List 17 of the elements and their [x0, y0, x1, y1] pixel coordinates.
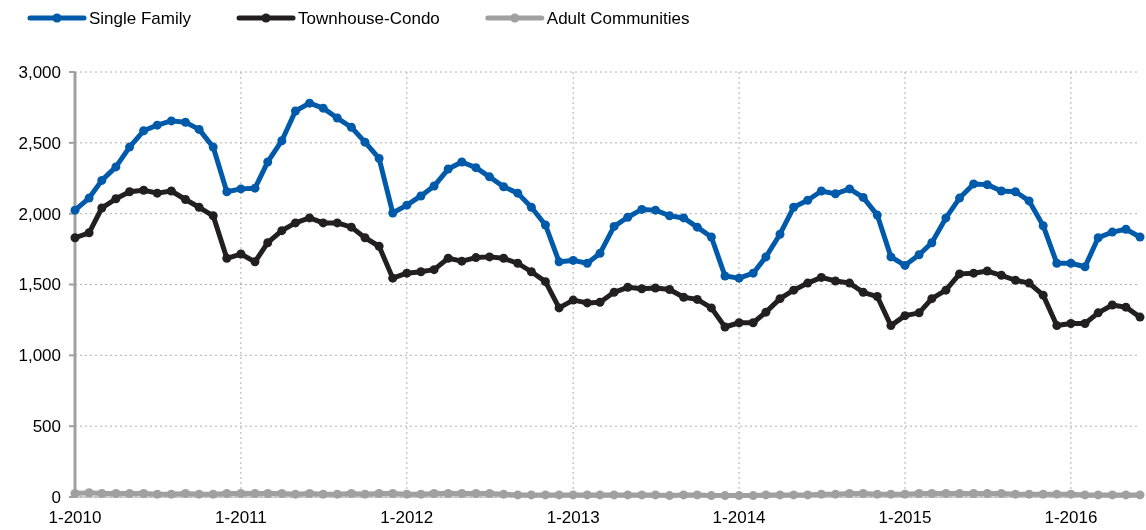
- legend-label: Single Family: [89, 9, 192, 28]
- y-tick-label: 2,500: [18, 133, 61, 153]
- x-tick-label: 1-2012: [380, 508, 434, 527]
- y-tick-label: 2,000: [18, 204, 61, 224]
- x-tick-label: 1-2011: [215, 508, 267, 527]
- x-tick-label: 1-2016: [1044, 508, 1098, 527]
- y-tick-label: 500: [32, 417, 61, 437]
- y-tick-label: 3,000: [18, 62, 61, 82]
- legend-label: Townhouse-Condo: [298, 9, 440, 28]
- y-tick-label: 1,500: [18, 275, 61, 295]
- x-tick-label: 1-2010: [48, 508, 102, 527]
- x-tick-label: 1-2015: [878, 508, 932, 527]
- x-tick-label: 1-2013: [546, 508, 600, 527]
- x-tick-label: 1-2014: [712, 508, 766, 527]
- legend-label: Adult Communities: [546, 9, 690, 28]
- y-tick-label: 1,000: [18, 346, 61, 366]
- y-tick-label: 0: [51, 487, 61, 507]
